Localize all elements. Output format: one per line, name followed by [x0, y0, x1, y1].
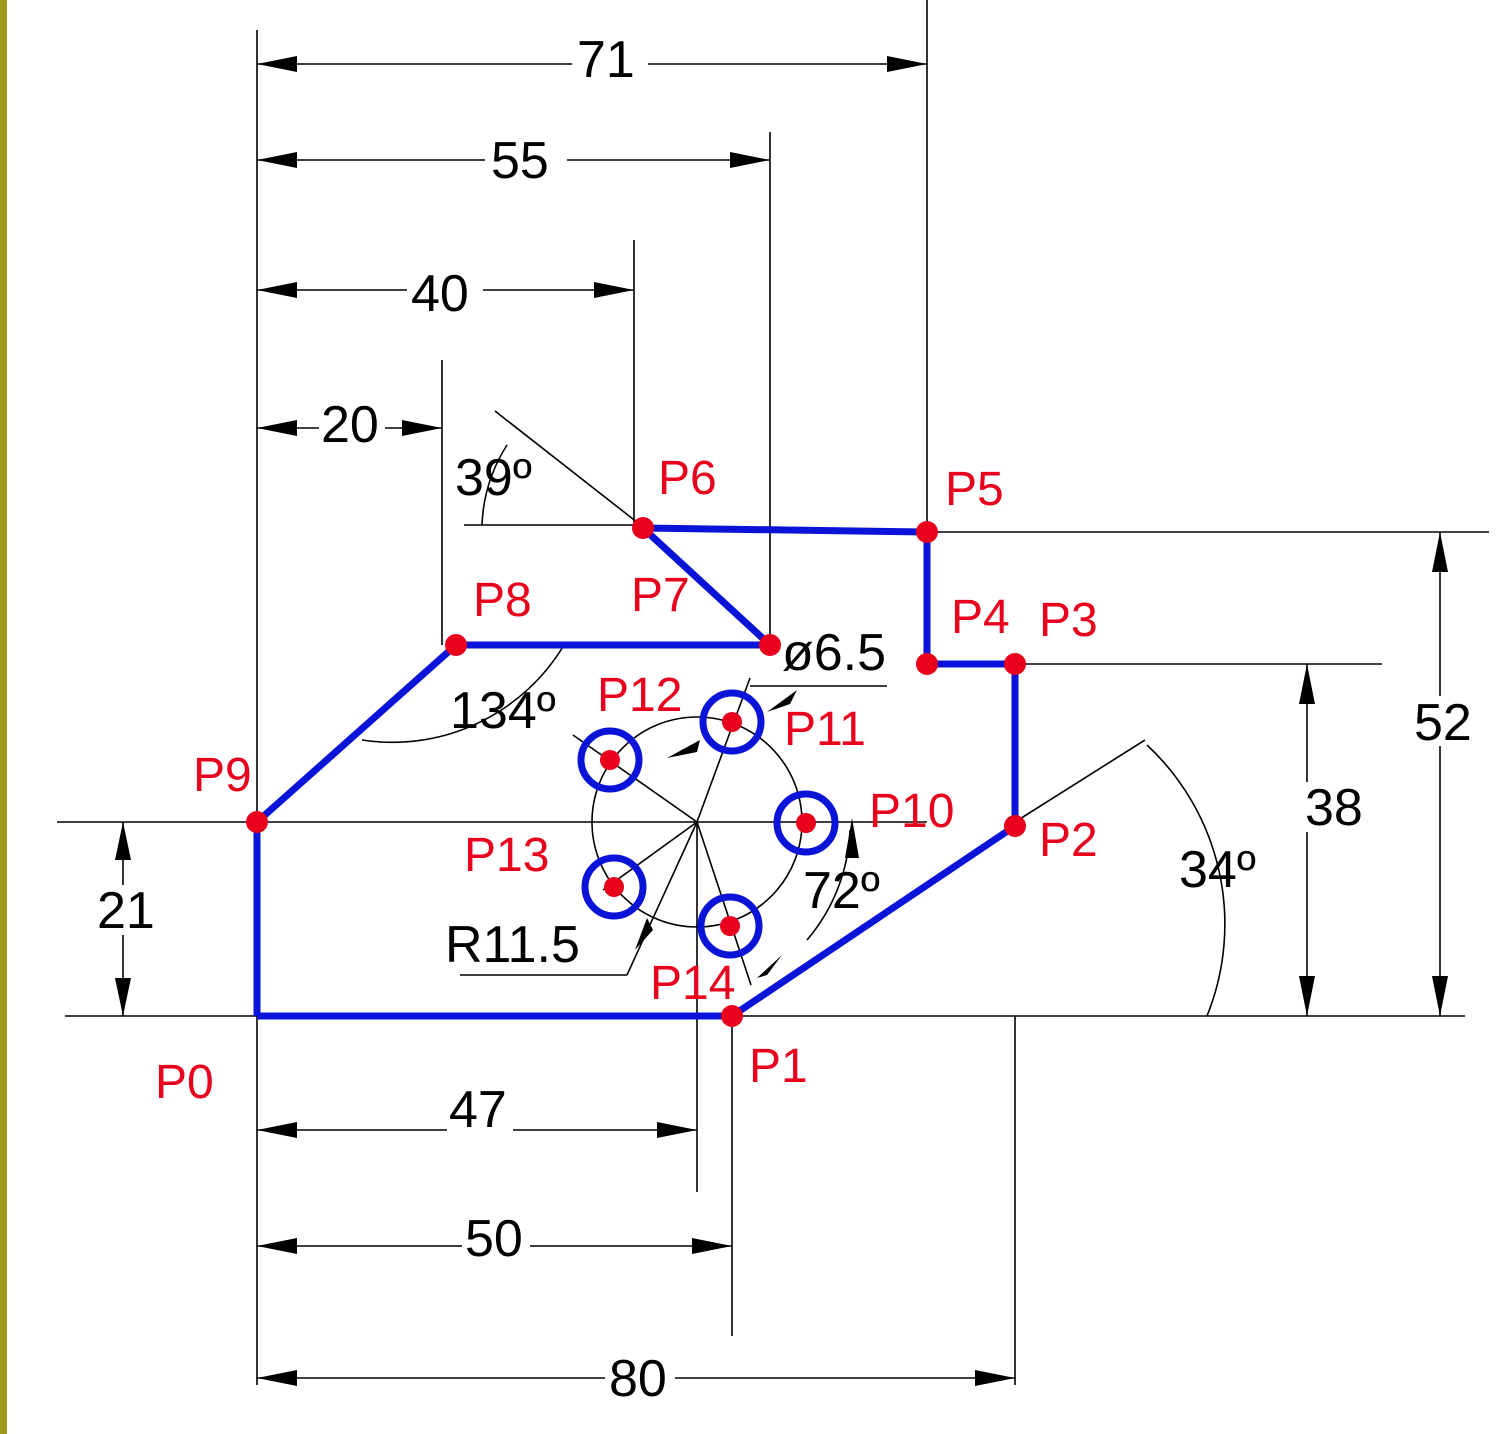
- dimension-labels: 71 55 40 20 52 38 21 47 50 80 ø6.5 R11.5: [95, 31, 1474, 1408]
- label-p14: P14: [650, 957, 735, 1010]
- dim-80: 80: [609, 1350, 667, 1408]
- dim-diameter: ø6.5: [782, 624, 886, 682]
- dim-radius: R11.5: [445, 916, 580, 974]
- point-p8: [445, 634, 467, 656]
- point-p10: [796, 813, 816, 833]
- point-p5: [916, 521, 938, 543]
- dim-21: 21: [97, 882, 155, 940]
- point-labels: P0 P1 P2 P3 P4 P5 P6 P7 P8 P9 P10 P11 P1…: [155, 452, 1098, 1109]
- dimension-lines: [115, 56, 1448, 1386]
- angle-34: 34º: [1179, 841, 1256, 899]
- hole-p10: [773, 790, 839, 856]
- label-p3: P3: [1039, 594, 1098, 647]
- dim-38: 38: [1305, 779, 1363, 837]
- hole-p13: [581, 854, 647, 920]
- dim-52: 52: [1414, 694, 1472, 752]
- point-p7: [759, 634, 781, 656]
- label-p5: P5: [945, 463, 1004, 516]
- dim-47: 47: [449, 1081, 507, 1139]
- hole-p12: [577, 727, 643, 793]
- point-p2: [1004, 815, 1026, 837]
- label-p1: P1: [749, 1040, 808, 1093]
- hole-p14: [697, 893, 763, 959]
- angle-labels: 39º 134º 72º 34º: [450, 449, 1256, 920]
- label-p4: P4: [951, 591, 1010, 644]
- label-p11: P11: [784, 703, 866, 756]
- label-p12: P12: [597, 669, 682, 722]
- holes: [577, 689, 839, 959]
- point-p13: [604, 877, 624, 897]
- angle-134: 134º: [450, 682, 556, 740]
- point-p14: [720, 916, 740, 936]
- label-p6: P6: [658, 452, 717, 505]
- label-p13: P13: [464, 829, 549, 882]
- angle-arcs: [361, 444, 1226, 1017]
- dim-71: 71: [577, 31, 635, 89]
- hole-p11: [699, 689, 765, 755]
- cad-drawing: 71 55 40 20 52 38 21 47 50 80 ø6.5 R11.5…: [57, 0, 1489, 1408]
- dim-40: 40: [411, 265, 469, 323]
- label-p7: P7: [631, 569, 690, 622]
- label-p9: P9: [193, 749, 252, 802]
- angle-72: 72º: [803, 862, 880, 920]
- label-p2: P2: [1039, 814, 1098, 867]
- point-p9: [246, 811, 268, 833]
- point-p4: [916, 653, 938, 675]
- point-p1: [721, 1005, 743, 1027]
- point-p3: [1004, 653, 1026, 675]
- label-p0: P0: [155, 1056, 214, 1109]
- label-p8: P8: [473, 574, 532, 627]
- point-p6: [632, 517, 654, 539]
- dim-50: 50: [465, 1210, 523, 1268]
- point-p12: [600, 750, 620, 770]
- label-p10: P10: [869, 785, 954, 838]
- extension-lines: [57, 0, 1489, 1385]
- point-p11: [722, 712, 742, 732]
- points: [246, 517, 1026, 1027]
- dim-20: 20: [321, 396, 379, 454]
- dim-55: 55: [491, 132, 549, 190]
- angle-39: 39º: [455, 449, 532, 507]
